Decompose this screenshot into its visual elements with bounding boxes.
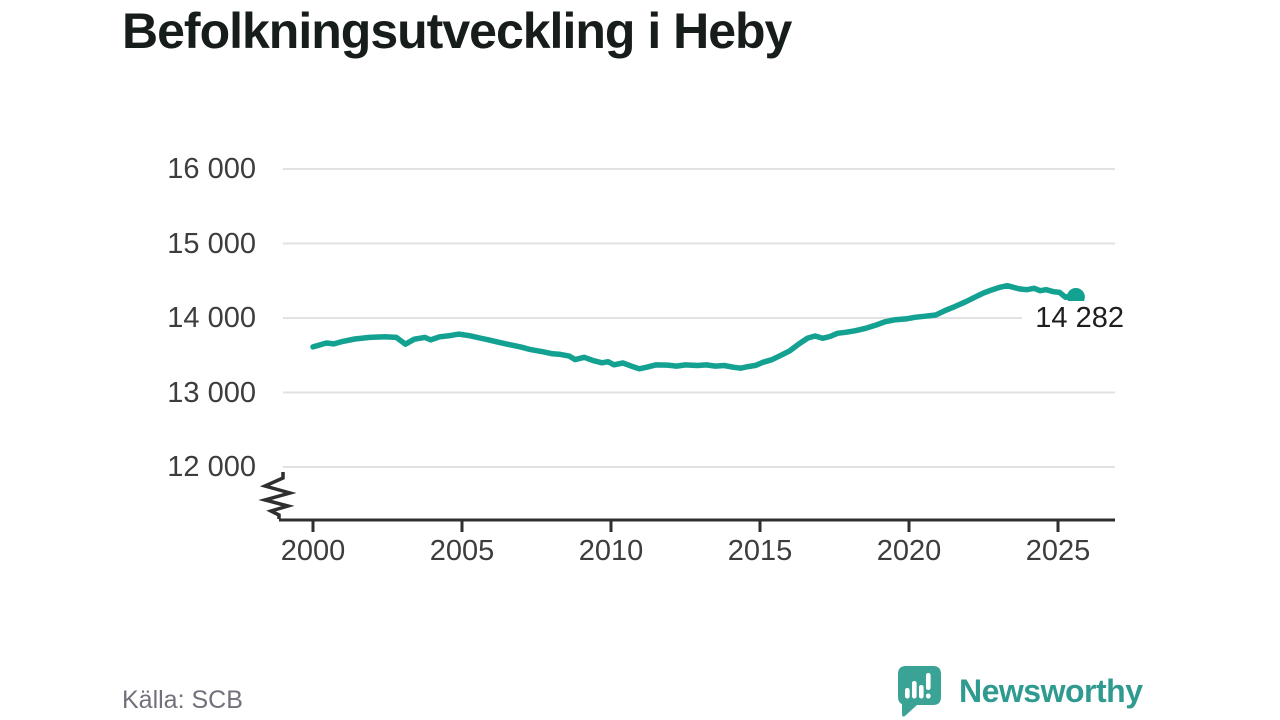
- x-axis-tick-label: 2005: [429, 535, 495, 567]
- y-axis-tick-label: 14 000: [167, 302, 256, 334]
- page-title: Befolkningsutveckling i Heby: [122, 3, 792, 59]
- population-line: [310, 282, 1079, 372]
- x-axis-tick-label: 2025: [1025, 535, 1091, 567]
- newsworthy-speech-bubble-icon: [898, 666, 941, 717]
- x-axis-tick-label: 2010: [578, 535, 644, 567]
- source-text: Källa: SCB: [122, 686, 243, 714]
- y-axis-tick-label: 13 000: [167, 376, 256, 409]
- y-axis-tick-label: 12 000: [167, 451, 256, 483]
- x-axis-tick-label: 2000: [280, 535, 346, 567]
- newsworthy-logo-text: Newsworthy: [959, 673, 1143, 709]
- y-axis-break-icon: [258, 472, 297, 519]
- y-axis-tick-label: 15 000: [167, 227, 256, 260]
- newsworthy-logo: Newsworthy: [895, 664, 1143, 720]
- x-axis-tick-label: 2015: [727, 535, 793, 567]
- y-axis-tick-label: 16 000: [167, 153, 256, 185]
- latest-value-label: 14 282: [1022, 301, 1126, 335]
- x-axis-tick-label: 2020: [876, 535, 942, 567]
